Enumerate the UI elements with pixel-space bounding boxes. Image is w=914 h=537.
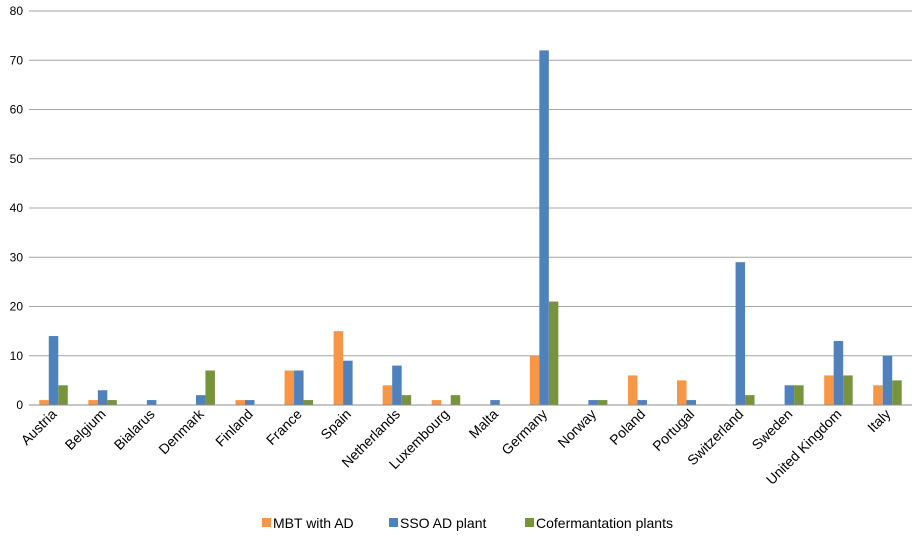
y-axis-ticks: 0 10 20 30 40 50 60 70 80 bbox=[10, 4, 24, 412]
y-tick-label: 30 bbox=[10, 250, 24, 264]
bar bbox=[686, 400, 696, 405]
bar bbox=[48, 336, 59, 405]
bar bbox=[735, 262, 746, 405]
bar bbox=[677, 380, 687, 406]
x-tick-label: Norway bbox=[554, 406, 599, 451]
bar bbox=[58, 385, 68, 405]
x-tick-label: Malta bbox=[466, 406, 502, 442]
bar bbox=[843, 375, 853, 405]
bar bbox=[882, 355, 893, 405]
legend-swatch bbox=[389, 518, 398, 527]
x-tick-label: Portugal bbox=[649, 406, 697, 454]
y-tick-label: 70 bbox=[10, 53, 24, 67]
bar bbox=[637, 400, 647, 405]
bar bbox=[431, 400, 442, 405]
bar bbox=[294, 370, 304, 405]
bar bbox=[833, 340, 844, 405]
x-tick-label: Spain bbox=[317, 406, 354, 443]
gridlines bbox=[29, 10, 912, 357]
x-tick-label: Italy bbox=[864, 406, 893, 435]
x-tick-label: Denmark bbox=[155, 405, 207, 457]
bar bbox=[146, 400, 157, 405]
legend-label: SSO AD plant bbox=[400, 515, 486, 531]
x-tick-label: Belgium bbox=[62, 406, 109, 453]
bar bbox=[597, 400, 608, 405]
y-tick-label: 20 bbox=[10, 300, 24, 314]
bar bbox=[784, 385, 795, 405]
bar bbox=[39, 400, 49, 405]
bar bbox=[382, 385, 393, 405]
x-tick-label: Bialarus bbox=[111, 406, 158, 453]
x-tick-label: Germany bbox=[498, 406, 550, 458]
y-tick-label: 50 bbox=[10, 152, 24, 166]
bar bbox=[873, 385, 883, 405]
bar bbox=[343, 360, 353, 405]
bar bbox=[401, 395, 412, 405]
bar bbox=[205, 370, 215, 405]
bar bbox=[392, 365, 402, 405]
y-tick-label: 10 bbox=[10, 349, 24, 363]
bar bbox=[529, 355, 540, 405]
x-tick-label: France bbox=[263, 406, 305, 448]
legend: MBT with AD SSO AD plant Cofermantation pl… bbox=[262, 515, 673, 531]
bar bbox=[588, 400, 598, 405]
y-tick-label: 60 bbox=[10, 103, 24, 117]
legend-swatch bbox=[262, 518, 271, 527]
bar bbox=[539, 50, 549, 406]
x-tick-label: Finland bbox=[212, 406, 256, 450]
bar bbox=[490, 400, 500, 405]
bar bbox=[627, 375, 638, 405]
bar bbox=[195, 395, 206, 405]
bar bbox=[824, 375, 834, 405]
bar bbox=[284, 370, 295, 405]
legend-label: MBT with AD bbox=[273, 515, 354, 531]
bar bbox=[88, 400, 98, 405]
bar bbox=[333, 331, 344, 406]
bar bbox=[245, 400, 255, 405]
legend-swatch bbox=[525, 518, 534, 527]
legend-label: Cofermantation plants bbox=[536, 515, 673, 531]
x-tick-label: Austria bbox=[18, 406, 60, 448]
bars bbox=[39, 50, 902, 406]
bar bbox=[97, 390, 108, 405]
y-tick-label: 0 bbox=[16, 398, 23, 412]
bar bbox=[745, 395, 755, 405]
y-tick-label: 40 bbox=[10, 201, 24, 215]
bar bbox=[235, 400, 245, 405]
x-tick-label: Sweden bbox=[748, 406, 795, 453]
bar bbox=[107, 400, 117, 405]
bar bbox=[303, 400, 314, 405]
bar bbox=[794, 385, 804, 405]
y-tick-label: 80 bbox=[10, 4, 24, 18]
bar bbox=[548, 301, 559, 405]
x-tick-label: Poland bbox=[606, 406, 648, 448]
bar bbox=[892, 380, 902, 406]
bar bbox=[450, 395, 461, 405]
